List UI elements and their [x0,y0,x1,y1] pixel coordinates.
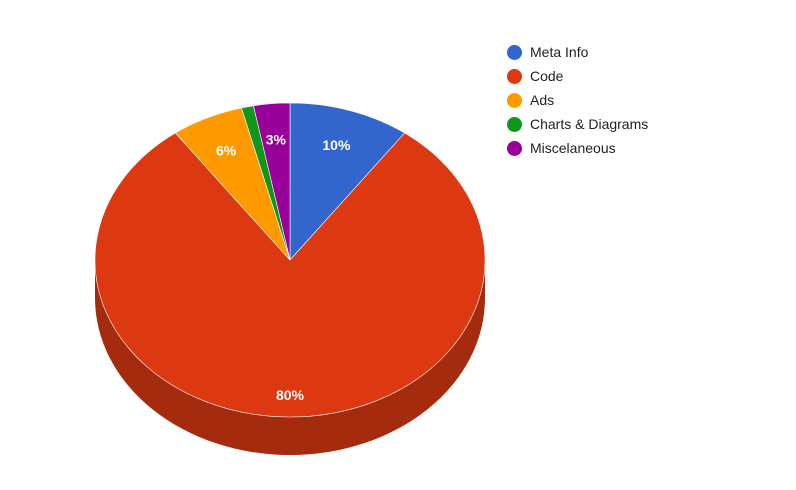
legend-swatch-meta-info [507,44,522,60]
legend-item-miscelaneous[interactable]: Miscelaneous [507,136,648,160]
pie-side-code [95,260,485,455]
pie-label-ads: 6% [216,143,237,159]
pie-slice-miscelaneous[interactable] [253,102,291,261]
chart-legend: Meta Info Code Ads Charts & Diagrams Mis… [507,40,648,160]
legend-label-charts-diagrams: Charts & Diagrams [530,116,649,132]
legend-item-code[interactable]: Code [507,64,648,88]
legend-label-code: Code [530,68,564,84]
pie-slice-code[interactable] [94,132,486,418]
legend-item-meta-info[interactable]: Meta Info [507,40,648,64]
pie-label-code: 80% [276,387,305,403]
pie-label-miscelaneous: 3% [266,132,287,148]
pie-slices [94,102,486,418]
pie-label-meta-info: 10% [322,137,351,153]
legend-label-meta-info: Meta Info [530,44,589,60]
legend-swatch-charts-diagrams [507,116,522,132]
legend-item-ads[interactable]: Ads [507,88,648,112]
legend-swatch-code [507,68,522,84]
legend-item-charts-diagrams[interactable]: Charts & Diagrams [507,112,648,136]
legend-label-miscelaneous: Miscelaneous [530,140,616,156]
pie-slice-meta-info[interactable] [289,102,406,261]
pie-labels: 10% 80% 6% 3% [216,132,351,403]
legend-swatch-miscelaneous [507,140,522,156]
legend-swatch-ads [507,92,522,108]
legend-label-ads: Ads [530,92,555,108]
pie-side-walls [95,260,485,455]
